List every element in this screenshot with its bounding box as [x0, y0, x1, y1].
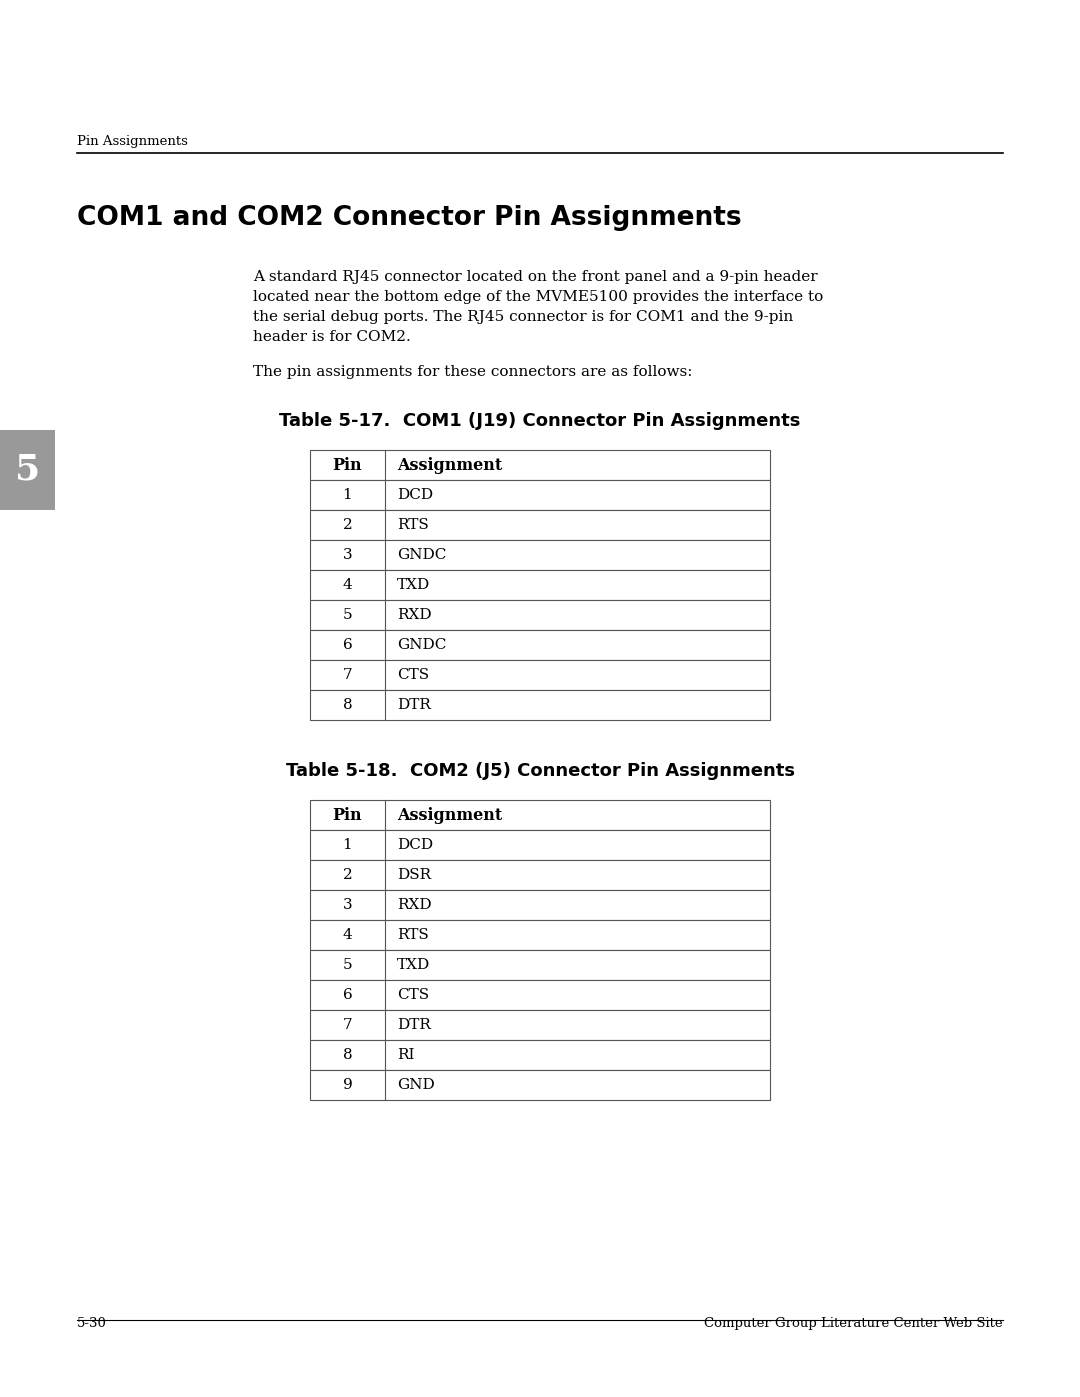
- Text: GNDC: GNDC: [397, 638, 446, 652]
- Text: Assignment: Assignment: [397, 806, 502, 823]
- Text: 1: 1: [342, 838, 352, 852]
- Text: RI: RI: [397, 1048, 415, 1062]
- Text: 9: 9: [342, 1078, 352, 1092]
- Text: 6: 6: [342, 988, 352, 1002]
- Text: DSR: DSR: [397, 868, 431, 882]
- Text: RTS: RTS: [397, 518, 429, 532]
- Bar: [310, 890, 770, 921]
- Bar: [310, 921, 770, 950]
- Bar: [310, 541, 770, 570]
- Text: header is for COM2.: header is for COM2.: [253, 330, 410, 344]
- Text: 3: 3: [342, 898, 352, 912]
- Text: located near the bottom edge of the MVME5100 provides the interface to: located near the bottom edge of the MVME…: [253, 291, 823, 305]
- Bar: [310, 450, 770, 481]
- Text: RXD: RXD: [397, 608, 432, 622]
- Text: 3: 3: [342, 548, 352, 562]
- Text: Pin: Pin: [333, 806, 362, 823]
- Bar: [310, 981, 770, 1010]
- Text: 5: 5: [342, 958, 352, 972]
- Text: 8: 8: [342, 698, 352, 712]
- Text: RTS: RTS: [397, 928, 429, 942]
- Text: The pin assignments for these connectors are as follows:: The pin assignments for these connectors…: [253, 365, 692, 379]
- Bar: [310, 1010, 770, 1039]
- Bar: [310, 659, 770, 690]
- Text: CTS: CTS: [397, 988, 429, 1002]
- Text: Pin: Pin: [333, 457, 362, 474]
- Text: 1: 1: [342, 488, 352, 502]
- Text: 7: 7: [342, 1018, 352, 1032]
- Text: COM1 and COM2 Connector Pin Assignments: COM1 and COM2 Connector Pin Assignments: [77, 205, 742, 231]
- Text: DCD: DCD: [397, 488, 433, 502]
- Text: GNDC: GNDC: [397, 548, 446, 562]
- Bar: [310, 800, 770, 830]
- Bar: [0, 430, 55, 510]
- Text: Table 5-17.  COM1 (J19) Connector Pin Assignments: Table 5-17. COM1 (J19) Connector Pin Ass…: [280, 412, 800, 430]
- Text: 5: 5: [342, 608, 352, 622]
- Bar: [310, 861, 770, 890]
- Text: Pin Assignments: Pin Assignments: [77, 136, 188, 148]
- Text: Assignment: Assignment: [397, 457, 502, 474]
- Bar: [310, 599, 770, 630]
- Text: DTR: DTR: [397, 1018, 431, 1032]
- Text: the serial debug ports. The RJ45 connector is for COM1 and the 9-pin: the serial debug ports. The RJ45 connect…: [253, 310, 793, 324]
- Text: DCD: DCD: [397, 838, 433, 852]
- Text: 8: 8: [342, 1048, 352, 1062]
- Bar: [310, 950, 770, 981]
- Text: A standard RJ45 connector located on the front panel and a 9-pin header: A standard RJ45 connector located on the…: [253, 270, 818, 284]
- Text: 2: 2: [342, 868, 352, 882]
- Bar: [310, 1070, 770, 1099]
- Text: DTR: DTR: [397, 698, 431, 712]
- Bar: [310, 570, 770, 599]
- Bar: [310, 630, 770, 659]
- Text: 6: 6: [342, 638, 352, 652]
- Bar: [310, 481, 770, 510]
- Text: 4: 4: [342, 578, 352, 592]
- Text: Table 5-18.  COM2 (J5) Connector Pin Assignments: Table 5-18. COM2 (J5) Connector Pin Assi…: [285, 761, 795, 780]
- Text: GND: GND: [397, 1078, 435, 1092]
- Text: TXD: TXD: [397, 958, 430, 972]
- Bar: [310, 830, 770, 861]
- Bar: [310, 510, 770, 541]
- Text: 2: 2: [342, 518, 352, 532]
- Bar: [310, 690, 770, 719]
- Text: TXD: TXD: [397, 578, 430, 592]
- Text: 4: 4: [342, 928, 352, 942]
- Text: CTS: CTS: [397, 668, 429, 682]
- Text: 5-30: 5-30: [77, 1317, 107, 1330]
- Bar: [310, 1039, 770, 1070]
- Text: RXD: RXD: [397, 898, 432, 912]
- Text: Computer Group Literature Center Web Site: Computer Group Literature Center Web Sit…: [704, 1317, 1003, 1330]
- Text: 7: 7: [342, 668, 352, 682]
- Text: 5: 5: [15, 453, 40, 488]
